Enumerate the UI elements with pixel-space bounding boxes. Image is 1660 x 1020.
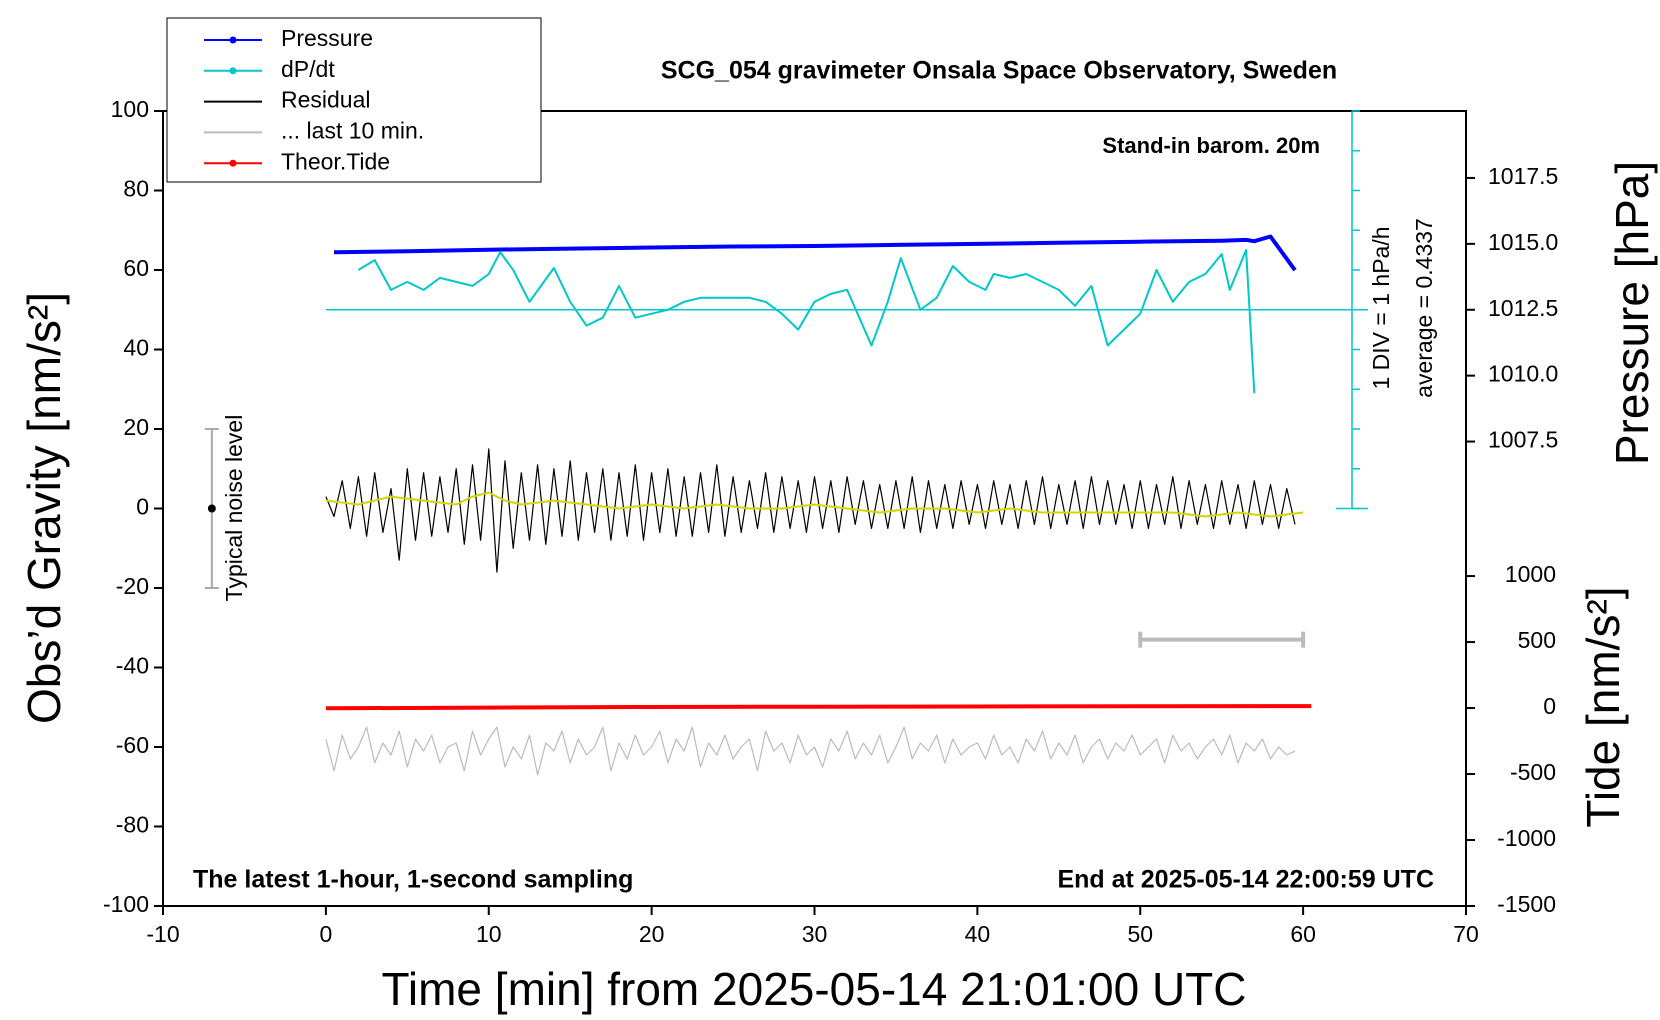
annotation: End at 2025-05-14 22:00:59 UTC (1057, 866, 1434, 894)
y-tick-label: 40 (123, 335, 149, 361)
y-tick-label: 0 (136, 494, 149, 520)
x-tick-label: 50 (1127, 921, 1153, 947)
annotation: average = 0.4337 (1411, 218, 1437, 398)
legend-label: Theor.Tide (281, 148, 390, 174)
y-tick-label: -80 (116, 812, 149, 838)
y3-tick-label: 500 (1518, 627, 1556, 653)
y3-tick-label: -1000 (1497, 825, 1556, 851)
x-tick-label: 0 (319, 921, 332, 947)
legend-box (166, 17, 542, 183)
series-line (325, 704, 1312, 711)
annotation: 1 DIV = 1 hPa/h (1368, 226, 1394, 389)
y3-tick-label: -500 (1510, 759, 1556, 785)
series-line (325, 448, 1296, 573)
legend-marker (229, 159, 237, 167)
y-tick-label: 100 (111, 96, 149, 122)
y3-tick-label: -1500 (1497, 891, 1556, 917)
y2-tick-label: 1010.0 (1488, 361, 1558, 387)
noise-point (207, 504, 216, 513)
y-tick-label: -100 (103, 891, 149, 917)
y2-tick-label: 1017.5 (1488, 163, 1558, 189)
y-axis-title: Obs’d Gravity [nm/s²] (18, 292, 70, 724)
y-tick-label: -40 (116, 653, 149, 679)
plot-frame (162, 110, 1467, 907)
y3-axis-title: Tide [nm/s²] (1577, 586, 1629, 827)
y-tick-label: 60 (123, 255, 149, 281)
legend-label: ... last 10 min. (281, 117, 424, 143)
x-axis-title: Time [min] from 2025-05-14 21:01:00 UTC (382, 963, 1247, 1015)
x-tick-label: 60 (1290, 921, 1316, 947)
y2-tick-label: 1007.5 (1488, 427, 1558, 453)
x-tick-label: 30 (802, 921, 828, 947)
x-tick-label: -10 (146, 921, 179, 947)
legend-label: dP/dt (281, 56, 335, 82)
y2-axis-title: Pressure [hPa] (1606, 161, 1658, 465)
x-tick-label: 20 (639, 921, 665, 947)
series-line (325, 726, 1296, 776)
legend-label: Pressure (281, 25, 373, 51)
legend-marker (229, 36, 237, 44)
x-tick-label: 10 (476, 921, 502, 947)
y-tick-label: -60 (116, 732, 149, 758)
annotation: Typical noise level (221, 415, 247, 602)
y3-tick-label: 1000 (1505, 561, 1556, 587)
y3-tick-label: 0 (1543, 693, 1556, 719)
series-line (333, 234, 1297, 272)
y2-tick-label: 1015.0 (1488, 229, 1558, 255)
y-tick-label: 80 (123, 176, 149, 202)
legend-marker (229, 67, 237, 75)
y2-tick-label: 1012.5 (1488, 295, 1558, 321)
y-tick-label: -20 (116, 573, 149, 599)
legend: Pressure dP/dt Residual ... last 10 min. The… (166, 17, 542, 183)
chart-title: SCG_054 gravimeter Onsala Space Observat… (661, 57, 1337, 85)
series-line (357, 249, 1256, 394)
y-tick-label: 20 (123, 414, 149, 440)
x-tick-label: 70 (1453, 921, 1479, 947)
annotation: Stand-in barom. 20m (1102, 133, 1320, 158)
legend-label: Residual (281, 87, 371, 113)
x-tick-label: 40 (965, 921, 991, 947)
annotation: The latest 1-hour, 1-second sampling (193, 866, 633, 894)
series-line (325, 491, 1304, 518)
